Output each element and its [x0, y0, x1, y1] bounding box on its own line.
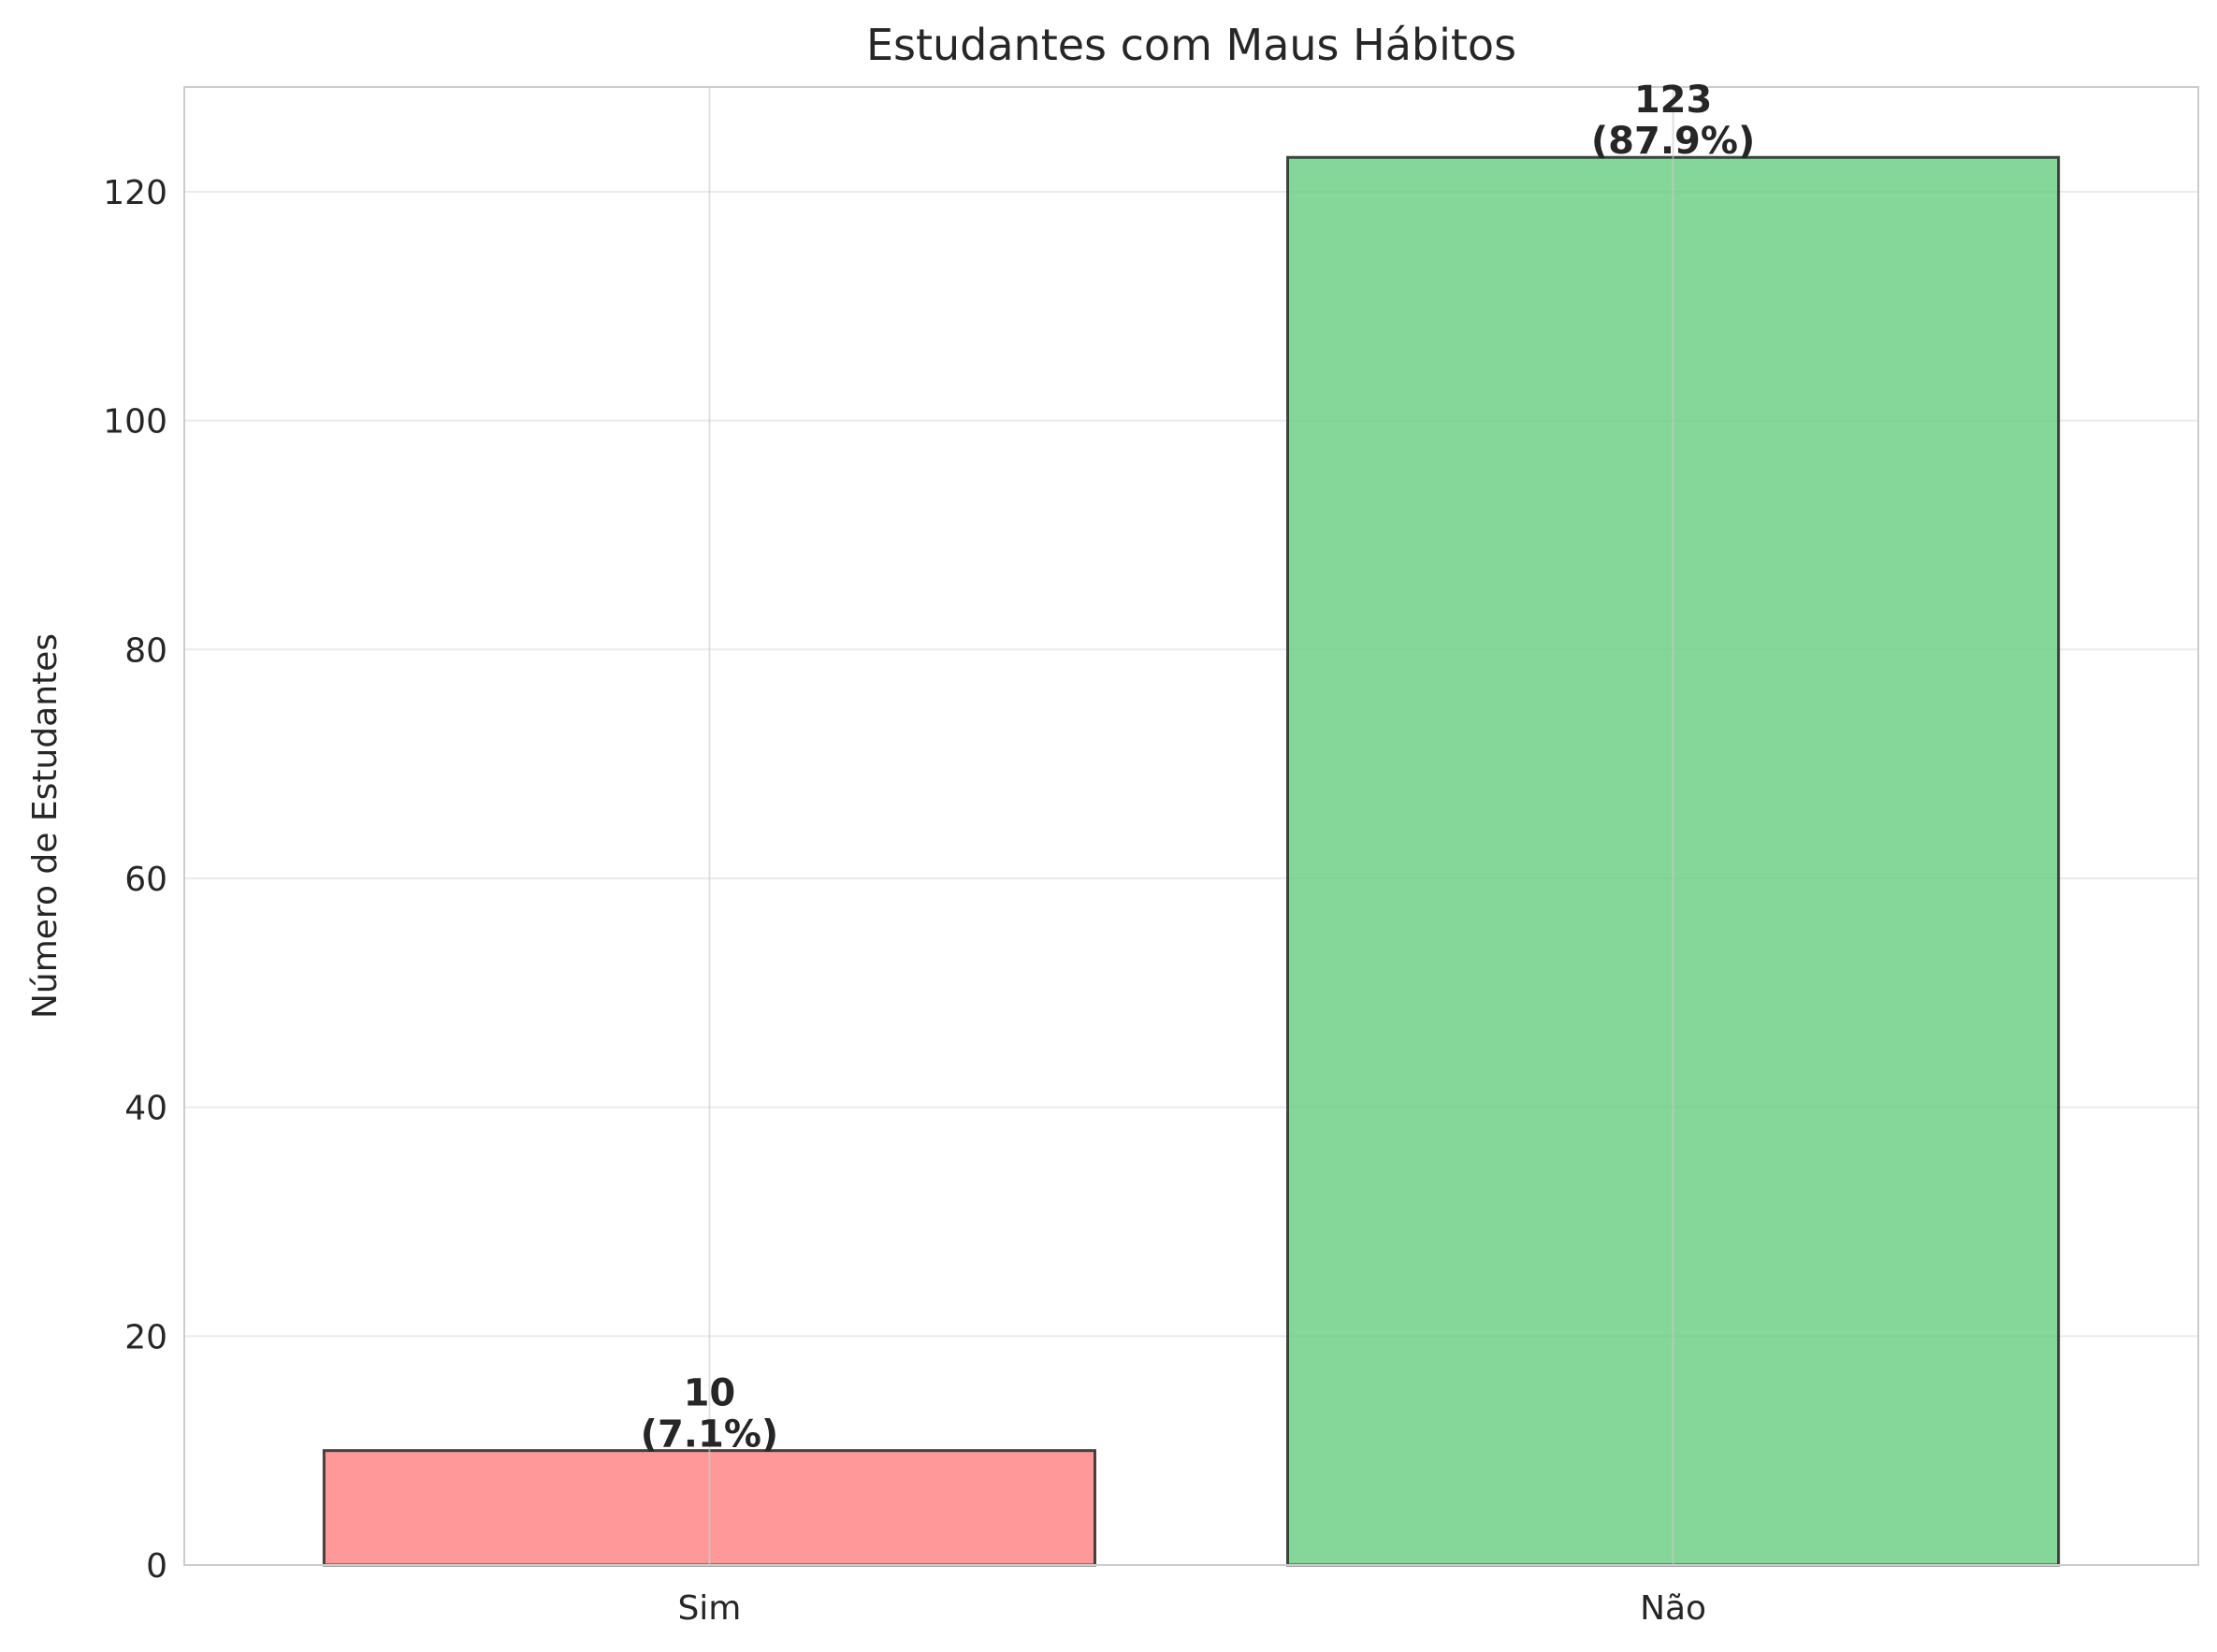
data-labels: 10(7.1%) 123(87.9%) — [641, 79, 1756, 1456]
x-tick-label: Não — [1640, 1589, 1706, 1628]
y-tick-label: 60 — [124, 861, 167, 899]
y-tick-label: 0 — [146, 1547, 167, 1586]
data-label-value: 10 — [684, 1372, 736, 1415]
plot-frame — [183, 86, 2199, 1566]
data-label-percent: (87.9%) — [1591, 120, 1755, 163]
data-label-value: 123 — [1634, 79, 1713, 122]
y-tick-label: 120 — [103, 174, 167, 212]
y-tick-label: 20 — [124, 1318, 167, 1356]
chart-title: Estudantes com Maus Hábitos — [866, 20, 1516, 70]
y-tick-label: 40 — [124, 1090, 167, 1128]
y-tick-label: 100 — [103, 403, 167, 442]
tick-labels: 0 20 40 60 80 100 120 Sim Não — [103, 174, 1706, 1628]
y-axis-label: Número de Estudantes — [26, 633, 65, 1019]
vertical-gridlines — [708, 87, 1674, 1565]
x-tick-label: Sim — [677, 1589, 741, 1628]
y-tick-label: 80 — [124, 631, 167, 670]
data-label-percent: (7.1%) — [641, 1413, 779, 1456]
